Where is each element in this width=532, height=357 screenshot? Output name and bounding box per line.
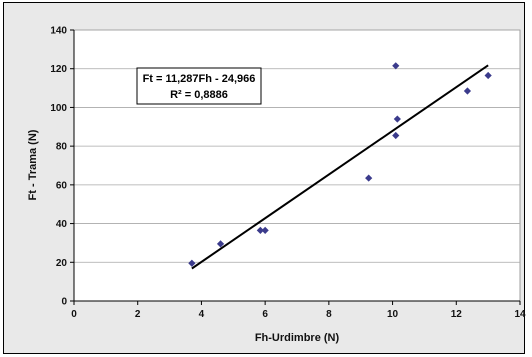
x-tick-label: 4 (199, 309, 205, 320)
data-point (261, 226, 269, 234)
data-point (484, 71, 492, 80)
tick-labels: 0 20 40 60 80 100 120 140 0 2 4 6 8 10 12 14 (50, 26, 526, 321)
x-tick-label: 0 (71, 309, 77, 320)
data-point (463, 87, 472, 95)
y-tick-label: 80 (56, 142, 68, 153)
y-tick-label: 60 (56, 180, 68, 191)
y-tick-label: 20 (56, 258, 68, 269)
y-tick-label: 140 (50, 26, 67, 37)
x-tick-label: 8 (326, 309, 332, 320)
data-point (365, 174, 373, 182)
x-axis-title: Fh-Urdimbre (N) (255, 332, 340, 344)
x-tick-label: 12 (451, 309, 463, 320)
y-tick-label: 40 (56, 219, 68, 230)
x-tick-label: 2 (135, 309, 141, 320)
trendline (191, 64, 489, 270)
x-tick-label: 10 (387, 309, 399, 320)
axes (70, 29, 521, 305)
data-points (188, 62, 492, 267)
x-tick-label: 6 (262, 309, 268, 320)
data-point (256, 226, 264, 234)
data-point (392, 62, 400, 70)
equation-box: Ft = 11,287Fh - 24,966 R² = 0,8886 (136, 67, 262, 105)
r-squared-label: R² = 0,8886 (170, 89, 228, 101)
trendline-layer (191, 64, 489, 270)
data-point (392, 131, 400, 140)
y-tick-label: 100 (50, 103, 67, 114)
x-tick-label: 14 (514, 309, 526, 320)
data-point (216, 240, 225, 248)
y-tick-label: 120 (50, 64, 67, 75)
data-point (393, 115, 401, 123)
trendline-equation: Ft = 11,287Fh - 24,966 (143, 73, 256, 85)
y-axis-title: Ft - Trama (N) (27, 129, 39, 200)
y-tick-label: 0 (61, 297, 67, 308)
data-point (188, 259, 196, 267)
